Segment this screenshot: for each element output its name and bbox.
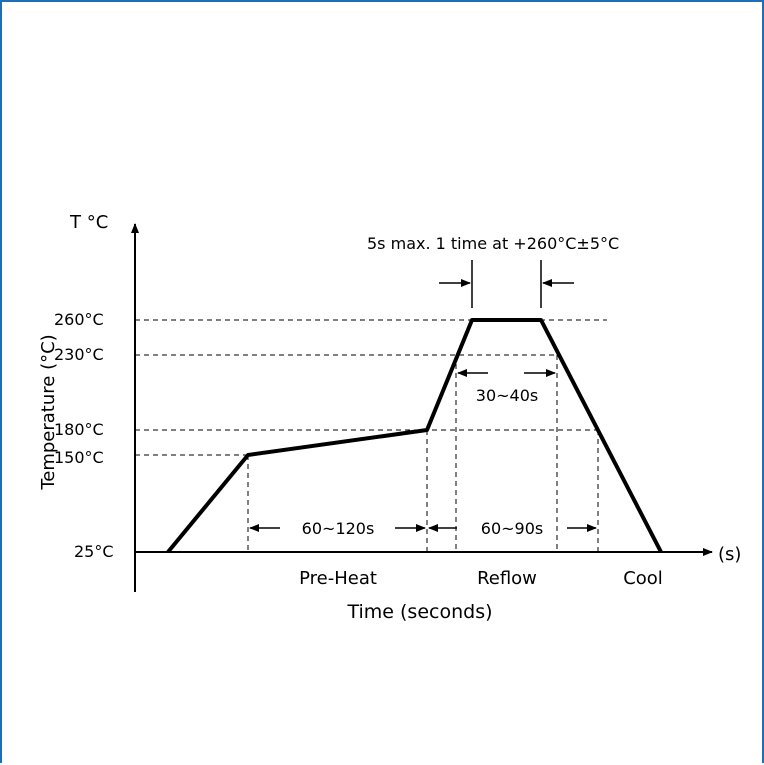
temperature-profile-line xyxy=(166,318,663,554)
zone-label-reflow: Reflow xyxy=(477,568,537,589)
y-tick-label: 25°C xyxy=(74,542,114,561)
zone-label-preheat: Pre-Heat xyxy=(299,568,377,589)
x-axis-unit: (s) xyxy=(718,544,741,565)
interval-60-90-label: 60~90s xyxy=(481,519,543,538)
y-axis-label: Temperature (°C) xyxy=(38,334,59,490)
interval-30-40-label: 30~40s xyxy=(476,386,538,405)
peak-note: 5s max. 1 time at +260°C±5°C xyxy=(367,234,619,253)
y-tick-label: 150°C xyxy=(54,448,104,467)
y-tick-label: 230°C xyxy=(54,345,104,364)
y-tick-label: 260°C xyxy=(54,310,104,329)
x-axis-label: Time (seconds) xyxy=(346,601,492,623)
y-axis-symbol: T °C xyxy=(69,212,108,233)
y-tick-label: 180°C xyxy=(54,420,104,439)
zone-label-cool: Cool xyxy=(623,568,663,589)
interval-60-120-label: 60~120s xyxy=(302,519,375,538)
